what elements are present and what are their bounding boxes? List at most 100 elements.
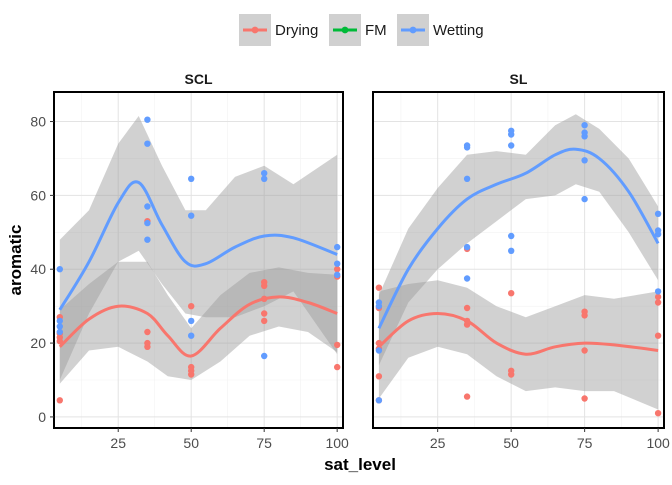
x-tick-label: 50 [183,435,199,451]
legend-key-point [409,26,417,34]
data-point-drying [654,299,662,306]
data-point-drying [508,367,515,374]
confidence-band-drying [59,261,338,384]
legend: Drying FM Wetting [239,14,484,46]
data-point-wetting [144,140,151,147]
data-point-wetting [463,243,471,251]
x-tick-label: 100 [646,435,670,451]
data-point-drying [508,290,515,297]
legend-label: Wetting [433,22,484,39]
y-tick-label: 80 [30,114,46,130]
legend-item-fm: FM [329,14,387,46]
data-point-drying [581,395,588,402]
y-tick-label: 60 [30,187,46,203]
legend-label: Drying [275,22,318,39]
data-point-wetting [375,397,383,404]
confidence-band-wetting [378,114,659,366]
panel-border [372,91,665,429]
data-point-wetting [654,288,662,295]
gridlines [54,92,343,428]
facet-strip-label: SCL [185,71,213,87]
facet-strip-label: SL [510,71,528,87]
data-point-wetting [188,317,195,325]
data-point-wetting [144,203,151,210]
data-point-wetting [261,175,268,182]
data-point-drying [144,339,151,347]
data-point-wetting [261,170,268,177]
data-point-drying [56,397,63,404]
data-point-wetting [144,116,151,123]
data-point-wetting [188,175,195,182]
data-point-wetting [508,247,515,254]
panel-scl: SCL 25 50 75 100 0 20 40 60 80 [30,71,349,451]
data-point-drying [581,347,588,354]
legend-label: FM [365,22,387,39]
y-tick-label: 0 [38,409,46,425]
data-point-wetting [56,317,63,325]
data-point-wetting [654,210,662,217]
panel-background [373,92,664,428]
data-point-wetting [508,142,515,149]
x-tick-label: 50 [503,435,519,451]
data-point-drying [463,304,471,312]
x-tick-label: 25 [430,435,446,451]
data-point-wetting [508,127,515,134]
data-point-drying [375,284,383,291]
facet-panels: SCL 25 50 75 100 0 20 40 60 80 SL 25 50 75 100 [30,71,670,451]
confidence-band-wetting [59,116,338,380]
y-axis-title: aromatic [6,225,25,296]
legend-item-drying: Drying [239,14,318,46]
data-point-wetting [144,236,151,243]
data-point-drying [654,410,662,417]
data-point-wetting [581,157,588,164]
data-point-drying [144,328,151,336]
smooth-line-wetting [377,147,660,329]
data-point-drying [654,293,662,301]
data-point-wetting [261,352,268,360]
data-point-wetting [375,299,383,306]
data-point-wetting [56,323,63,330]
data-point-drying [261,279,268,286]
data-point-wetting [463,142,471,149]
y-tick-label: 40 [30,261,46,277]
data-point-wetting [581,129,588,136]
data-point-wetting [188,332,195,339]
legend-key-point [341,26,349,34]
confidence-band-drying [378,280,659,410]
data-point-wetting [581,122,588,129]
data-point-drying [334,341,341,349]
y-tick-label: 20 [30,335,46,351]
data-point-wetting [654,227,662,234]
x-tick-label: 75 [577,435,593,451]
x-tick-label: 25 [110,435,126,451]
data-point-drying [261,317,268,325]
data-point-wetting [188,212,195,219]
panel-background [54,92,343,428]
data-point-drying [654,332,662,339]
data-point-wetting [463,275,471,282]
data-point-drying [334,266,341,273]
data-point-drying [188,363,195,371]
data-point-wetting [334,260,341,267]
data-point-drying [375,373,383,380]
x-tick-label: 75 [256,435,272,451]
smooth-line-drying [58,295,338,358]
data-point-wetting [463,175,471,182]
data-point-drying [463,393,471,400]
legend-key-point [251,26,259,34]
data-point-wetting [508,232,515,240]
legend-item-wetting: Wetting [397,14,484,46]
smooth-line-drying [377,311,659,356]
data-point-drying [581,308,588,315]
data-point-wetting [581,195,588,203]
data-point-wetting [144,219,151,227]
data-point-wetting [334,271,341,278]
x-tick-label: 100 [325,435,349,451]
data-point-drying [334,363,341,371]
data-point-drying [261,310,268,317]
panel-sl: SL 25 50 75 100 [372,71,670,451]
data-point-wetting [334,243,341,251]
smooth-line-wetting [58,180,338,311]
panel-border [53,91,344,429]
